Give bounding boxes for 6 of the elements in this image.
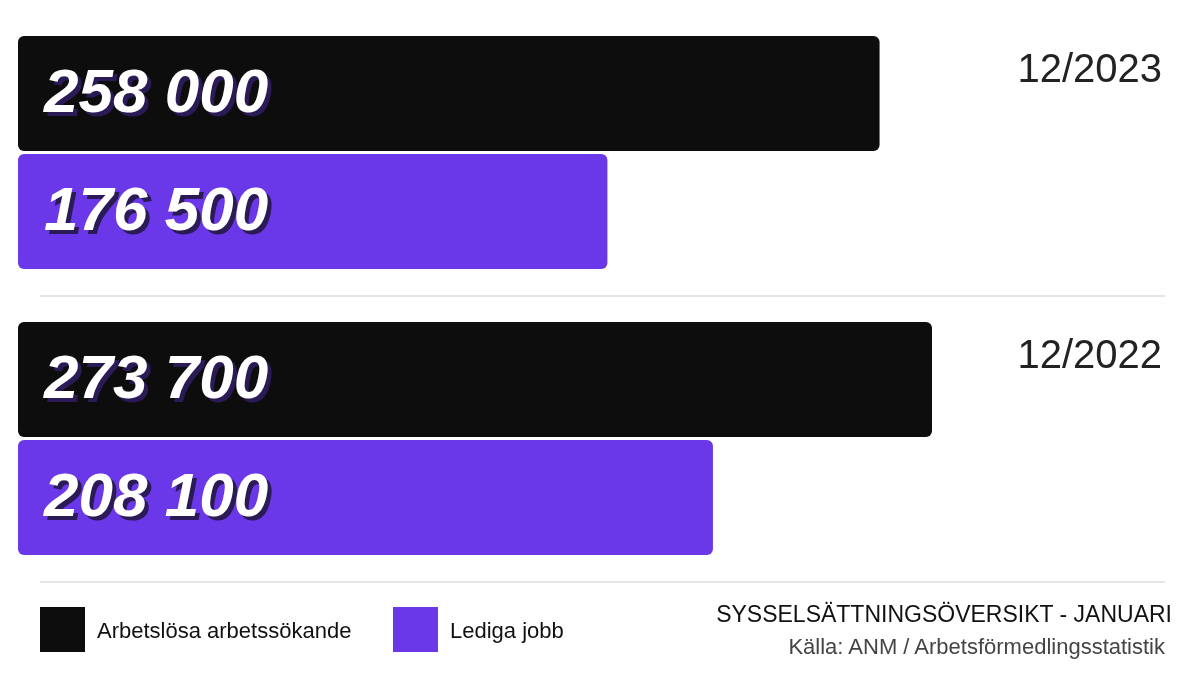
text: SYSSELSÄTTNINGSÖVERSIKT - JANUARI <box>716 601 1172 627</box>
y-tick-label: 12/2023 <box>1017 46 1162 90</box>
y-tick-label: 12/2022 <box>1017 332 1162 376</box>
text: Källa: ANM / Arbetsförmedlingsstatistik <box>788 634 1166 659</box>
legend-label: Lediga jobb <box>450 618 564 643</box>
legend-label: Arbetslösa arbetssökande <box>97 618 352 643</box>
